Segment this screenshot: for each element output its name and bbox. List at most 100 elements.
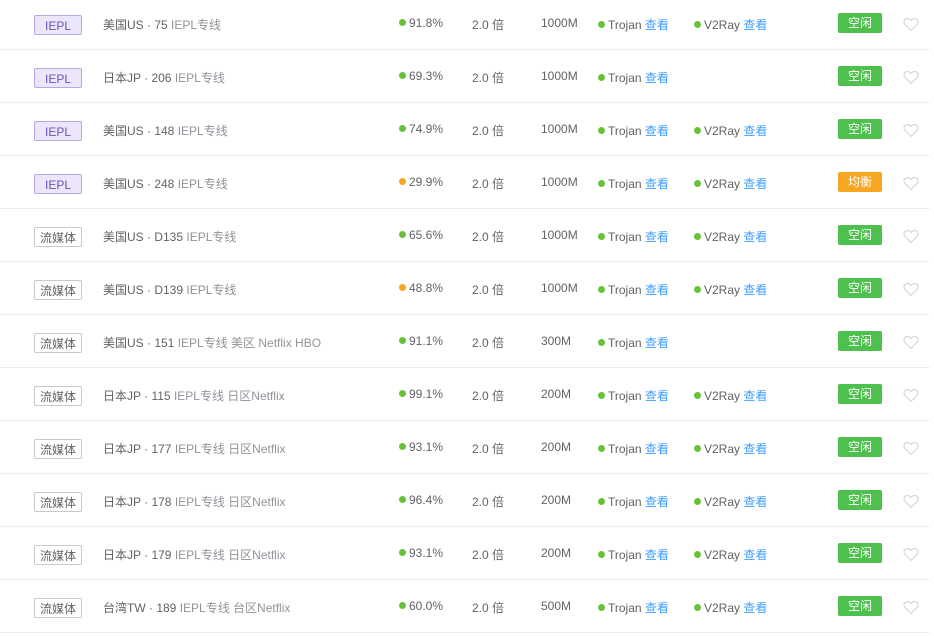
- node-region-number: 日本JP · 115: [103, 389, 171, 403]
- protocol-trojan: Trojan 查看: [598, 440, 669, 457]
- protocol-label: V2Ray: [704, 18, 741, 32]
- protocol-v2ray: V2Ray 查看: [694, 546, 767, 563]
- protocol-label: Trojan: [608, 71, 642, 85]
- protocol-trojan: Trojan 查看: [598, 387, 669, 404]
- node-description: IEPL专线 日区Netflix: [174, 442, 286, 456]
- status-dot-icon: [399, 178, 406, 185]
- status-dot-icon: [399, 549, 406, 556]
- view-v2ray-link[interactable]: 查看: [743, 18, 768, 32]
- view-v2ray-link[interactable]: 查看: [743, 283, 768, 297]
- protocol-trojan: Trojan 查看: [598, 334, 669, 351]
- status-dot-icon: [694, 127, 701, 134]
- bandwidth: 1000M: [541, 175, 578, 189]
- view-v2ray-link[interactable]: 查看: [743, 124, 768, 138]
- status-dot-icon: [399, 19, 406, 26]
- protocol-label: Trojan: [608, 601, 642, 615]
- status-dot-icon: [399, 231, 406, 238]
- bandwidth: 1000M: [541, 69, 578, 83]
- protocol-label: Trojan: [608, 283, 642, 297]
- protocol-label: Trojan: [608, 495, 642, 509]
- heart-icon[interactable]: [902, 227, 920, 245]
- status-dot-icon: [399, 72, 406, 79]
- protocol-v2ray: V2Ray 查看: [694, 599, 767, 616]
- heart-icon[interactable]: [902, 333, 920, 351]
- status-dot-icon: [598, 551, 605, 558]
- status-dot-icon: [694, 392, 701, 399]
- status-badge: 空闲: [838, 331, 882, 351]
- traffic-rate: 2.0 倍: [472, 601, 505, 615]
- heart-icon[interactable]: [902, 545, 920, 563]
- view-trojan-link[interactable]: 查看: [644, 177, 669, 191]
- uptime-value: 69.3%: [409, 69, 444, 83]
- status-dot-icon: [694, 445, 701, 452]
- view-v2ray-link[interactable]: 查看: [743, 230, 768, 244]
- heart-icon[interactable]: [902, 598, 920, 616]
- node-type-tag: 流媒体: [34, 492, 83, 512]
- table-row: IEPL 美国US · 75 IEPL专线 91.8% 2.0 倍 1000M …: [0, 0, 930, 50]
- node-name: 美国US · D139 IEPL专线: [103, 281, 236, 298]
- traffic-rate: 2.0 倍: [472, 124, 505, 138]
- view-trojan-link[interactable]: 查看: [644, 495, 669, 509]
- status-dot-icon: [694, 604, 701, 611]
- table-row: 流媒体 日本JP · 115 IEPL专线 日区Netflix 99.1% 2.…: [0, 368, 930, 421]
- protocol-v2ray: V2Ray 查看: [694, 16, 767, 33]
- heart-icon[interactable]: [902, 68, 920, 86]
- node-type-tag: 流媒体: [34, 439, 83, 459]
- protocol-label: V2Ray: [704, 124, 741, 138]
- heart-icon[interactable]: [902, 280, 920, 298]
- uptime-value: 93.1%: [409, 440, 444, 454]
- heart-icon[interactable]: [902, 174, 920, 192]
- table-row: 流媒体 日本JP · 178 IEPL专线 日区Netflix 96.4% 2.…: [0, 474, 930, 527]
- table-row: IEPL 美国US · 148 IEPL专线 74.9% 2.0 倍 1000M…: [0, 103, 930, 156]
- node-type-tag: 流媒体: [34, 598, 83, 618]
- status-badge: 空闲: [838, 13, 882, 33]
- node-type-tag: 流媒体: [34, 545, 83, 565]
- protocol-trojan: Trojan 查看: [598, 175, 669, 192]
- view-trojan-link[interactable]: 查看: [644, 124, 669, 138]
- status-dot-icon: [399, 602, 406, 609]
- view-v2ray-link[interactable]: 查看: [743, 177, 768, 191]
- view-v2ray-link[interactable]: 查看: [743, 601, 768, 615]
- protocol-label: Trojan: [608, 548, 642, 562]
- node-name: 日本JP · 178 IEPL专线 日区Netflix: [103, 493, 286, 510]
- heart-icon[interactable]: [902, 121, 920, 139]
- uptime-value: 93.1%: [409, 546, 444, 560]
- view-trojan-link[interactable]: 查看: [644, 230, 669, 244]
- view-trojan-link[interactable]: 查看: [644, 71, 669, 85]
- node-name: 美国US · 148 IEPL专线: [103, 122, 228, 139]
- traffic-rate: 2.0 倍: [472, 283, 505, 297]
- node-type-tag: IEPL: [34, 174, 82, 194]
- view-trojan-link[interactable]: 查看: [644, 283, 669, 297]
- table-row: 流媒体 台湾TW · 189 IEPL专线 台区Netflix 60.0% 2.…: [0, 580, 930, 633]
- view-trojan-link[interactable]: 查看: [644, 389, 669, 403]
- view-v2ray-link[interactable]: 查看: [743, 442, 768, 456]
- status-badge: 空闲: [838, 543, 882, 563]
- uptime-value: 60.0%: [409, 599, 444, 613]
- uptime-status: 65.6%: [399, 228, 443, 242]
- uptime-status: 96.4%: [399, 493, 443, 507]
- uptime-status: 48.8%: [399, 281, 443, 295]
- view-trojan-link[interactable]: 查看: [644, 336, 669, 350]
- table-row: 流媒体 日本JP · 179 IEPL专线 日区Netflix 93.1% 2.…: [0, 527, 930, 580]
- heart-icon[interactable]: [902, 492, 920, 510]
- protocol-label: V2Ray: [704, 442, 741, 456]
- protocol-label: V2Ray: [704, 389, 741, 403]
- view-v2ray-link[interactable]: 查看: [743, 548, 768, 562]
- node-type-tag: IEPL: [34, 15, 82, 35]
- heart-icon[interactable]: [902, 386, 920, 404]
- view-v2ray-link[interactable]: 查看: [743, 389, 768, 403]
- bandwidth: 200M: [541, 387, 572, 401]
- heart-icon[interactable]: [902, 15, 920, 33]
- view-trojan-link[interactable]: 查看: [644, 548, 669, 562]
- status-dot-icon: [598, 604, 605, 611]
- view-trojan-link[interactable]: 查看: [644, 442, 669, 456]
- protocol-label: Trojan: [608, 124, 642, 138]
- status-badge: 空闲: [838, 384, 882, 404]
- uptime-status: 29.9%: [399, 175, 443, 189]
- view-v2ray-link[interactable]: 查看: [743, 495, 768, 509]
- bandwidth: 1000M: [541, 16, 578, 30]
- heart-icon[interactable]: [902, 439, 920, 457]
- view-trojan-link[interactable]: 查看: [644, 601, 669, 615]
- view-trojan-link[interactable]: 查看: [644, 18, 669, 32]
